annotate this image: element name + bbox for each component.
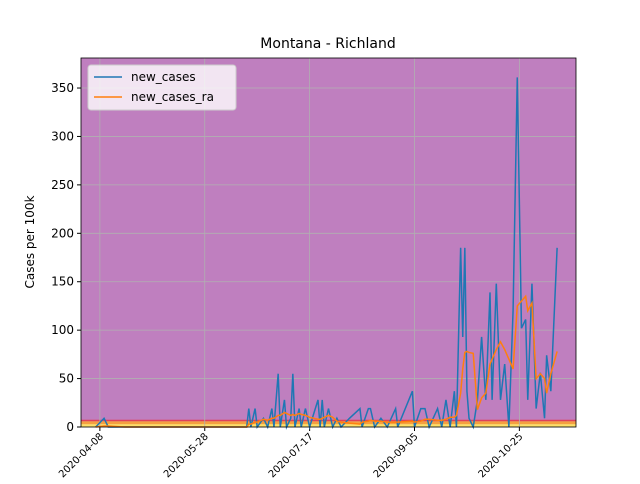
threshold-band — [81, 421, 576, 425]
y-tick-label: 100 — [51, 323, 74, 337]
chart-title: Montana - Richland — [260, 36, 395, 52]
y-tick-label: 350 — [51, 81, 74, 95]
legend-box — [87, 64, 237, 111]
x-tick-label: 2020-05-28 — [162, 431, 211, 480]
x-tick-label: 2020-09-05 — [372, 431, 421, 480]
plot-background — [81, 58, 576, 427]
threshold-band — [81, 424, 576, 427]
legend-label: new_cases — [131, 70, 196, 84]
x-tick-label: 2020-07-17 — [267, 431, 316, 480]
y-tick-label: 300 — [51, 129, 74, 143]
threshold-band — [81, 419, 576, 422]
series-line — [95, 294, 558, 428]
y-tick-label: 150 — [51, 275, 74, 289]
plot-frame — [80, 57, 577, 428]
series-line — [95, 77, 558, 430]
y-tick-label: 50 — [59, 372, 74, 386]
y-tick-label: 250 — [51, 178, 74, 192]
x-tick-label: 2020-04-08 — [57, 431, 106, 480]
x-tick-label: 2020-10-25 — [477, 431, 526, 480]
y-tick-label: 200 — [51, 226, 74, 240]
y-axis-label: Cases per 100k — [23, 195, 37, 288]
legend-label: new_cases_ra — [131, 90, 214, 104]
y-tick-label: 0 — [66, 420, 74, 434]
